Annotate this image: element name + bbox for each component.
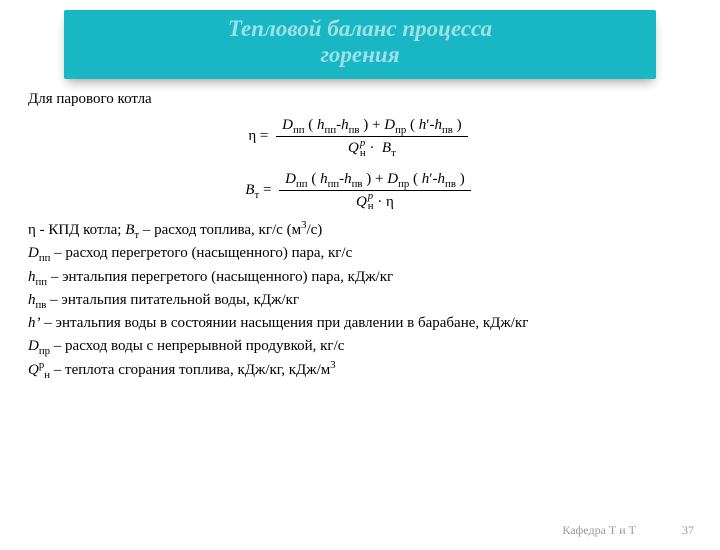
def-hpp: hпп – энтальпия перегретого (насыщенного… <box>28 267 692 287</box>
slide-title-band: Тепловой баланс процесса горения <box>64 10 656 79</box>
formula-bt-den: Qpн · η <box>279 191 471 212</box>
def-hprime: h’ – энтальпия воды в состоянии насыщени… <box>28 313 692 333</box>
formula-eta-num: Dпп ( hпп-hпв ) + Dпр ( h′-hпв ) <box>276 115 468 137</box>
formula-bt: Bт = Dпп ( hпп-hпв ) + Dпр ( h′-hпв ) Qp… <box>28 167 692 215</box>
formula-eta: η = Dпп ( hпп-hпв ) + Dпр ( h′-hпв ) Qpн… <box>28 113 692 161</box>
title-line2: горения <box>320 42 399 67</box>
formula-eta-den: Qpн · Bт <box>276 137 468 158</box>
def-hpv: hпв – энтальпия питательной воды, кДж/кг <box>28 290 692 310</box>
formula-eta-lhs: η = <box>248 128 268 144</box>
formula-bt-lhs: Bт = <box>245 182 271 198</box>
title-line1: Тепловой баланс процесса <box>228 16 492 41</box>
def-dpp: Dпп – расход перегретого (насыщенного) п… <box>28 243 692 263</box>
intro-text: Для парового котла <box>28 89 692 109</box>
def-qpn: Qрн – теплота сгорания топлива, кДж/кг, … <box>28 360 692 380</box>
slide-content: Для парового котла η = Dпп ( hпп-hпв ) +… <box>0 87 720 380</box>
def-eta-bt: η - КПД котла; Bт – расход топлива, кг/с… <box>28 220 692 240</box>
formula-bt-num: Dпп ( hпп-hпв ) + Dпр ( h′-hпв ) <box>279 169 471 191</box>
footer-department: Кафедра Т и Т <box>562 523 636 538</box>
def-dpr: Dпр – расход воды с непрерывной продувко… <box>28 336 692 356</box>
definitions-list: η - КПД котла; Bт – расход топлива, кг/с… <box>28 220 692 380</box>
footer-page-number: 37 <box>682 523 694 538</box>
